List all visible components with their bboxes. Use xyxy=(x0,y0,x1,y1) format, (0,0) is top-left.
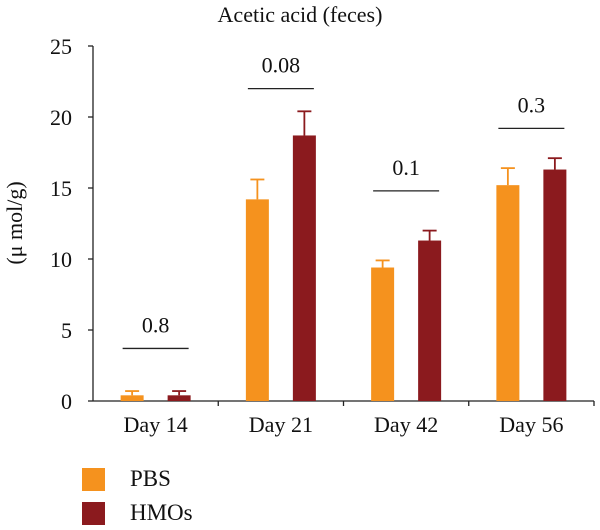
x-tick-label: Day 14 xyxy=(124,412,188,437)
legend-label-pbs: PBS xyxy=(130,466,171,491)
axes: 0 5 10 15 20 25 Day 14 Day 21 Day 42 Day 56 xyxy=(50,34,595,437)
y-tick-label: 15 xyxy=(50,176,72,201)
y-tick-label: 25 xyxy=(50,34,72,59)
bar xyxy=(120,395,144,401)
annotations: 0.8 0.08 0.1 0.3 xyxy=(122,53,565,350)
x-tick-label: Day 56 xyxy=(499,412,563,437)
y-tick-label: 5 xyxy=(61,318,72,343)
bar xyxy=(292,135,316,401)
p-value-label: 0.1 xyxy=(392,155,420,180)
x-tick-label: Day 42 xyxy=(374,412,438,437)
y-tick-label: 10 xyxy=(50,247,72,272)
legend-swatch-pbs xyxy=(82,467,105,491)
y-tick-label: 20 xyxy=(50,105,72,130)
legend-item-pbs: PBS xyxy=(82,462,193,496)
legend: PBS HMOs xyxy=(82,462,193,530)
p-value-label: 0.8 xyxy=(142,312,170,337)
p-value-label: 0.08 xyxy=(262,53,301,78)
y-axis-label: (μ mol/g) xyxy=(2,181,27,264)
bar xyxy=(418,240,442,401)
chart-title: Acetic acid (feces) xyxy=(217,2,383,27)
bar xyxy=(167,395,191,401)
y-tick-label: 0 xyxy=(61,389,72,414)
bar xyxy=(371,267,395,401)
legend-swatch-hmos xyxy=(82,501,105,525)
legend-label-hmos: HMOs xyxy=(130,500,193,525)
legend-item-hmos: HMOs xyxy=(82,496,193,530)
bar xyxy=(496,185,520,401)
p-value-label: 0.3 xyxy=(518,92,546,117)
x-tick-label: Day 21 xyxy=(249,412,313,437)
bars xyxy=(120,110,567,401)
bar xyxy=(543,169,567,401)
bar xyxy=(245,199,269,401)
